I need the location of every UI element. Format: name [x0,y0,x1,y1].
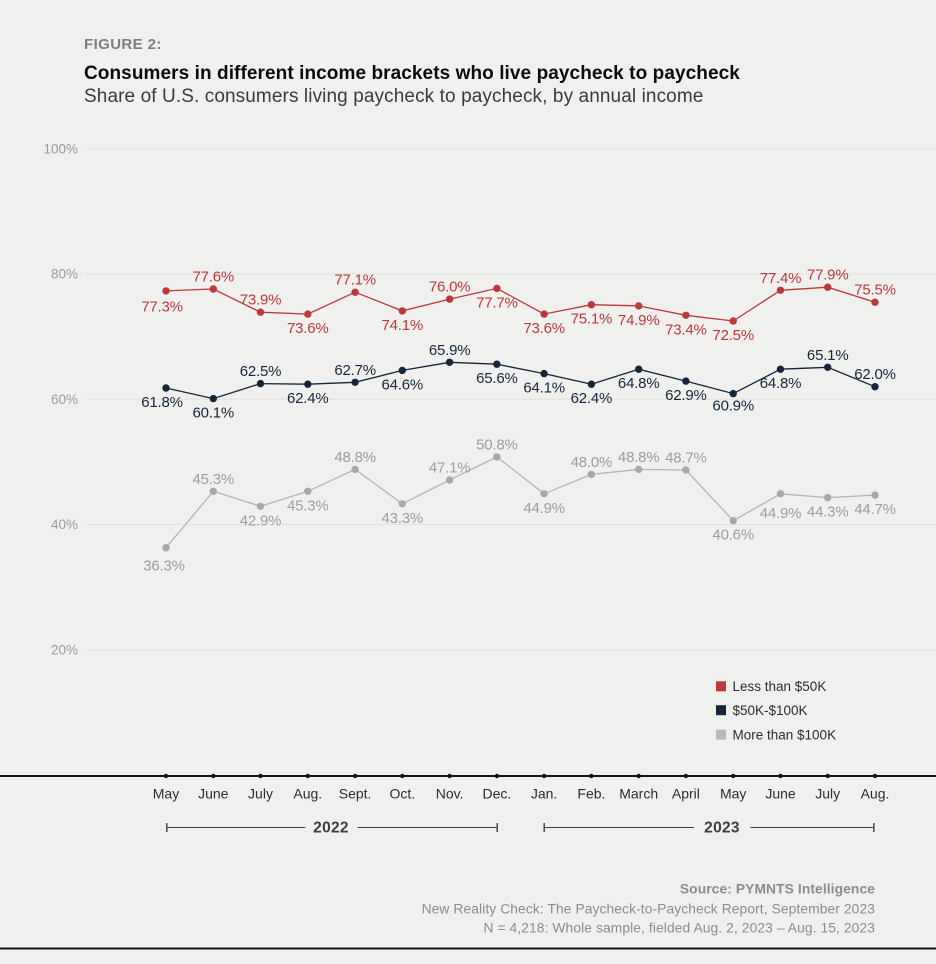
svg-text:New Reality Check: The Paychec: New Reality Check: The Paycheck-to-Paych… [422,902,876,917]
svg-text:73.6%: 73.6% [287,320,329,337]
svg-text:FIGURE 2:: FIGURE 2: [84,36,162,53]
svg-text:73.9%: 73.9% [240,292,282,309]
svg-text:80%: 80% [51,267,78,282]
svg-text:Share of U.S. consumers living: Share of U.S. consumers living paycheck … [84,86,703,107]
svg-text:$50K-$100K: $50K-$100K [733,703,808,718]
svg-text:Jan.: Jan. [531,786,557,802]
svg-text:62.9%: 62.9% [665,387,707,404]
svg-text:40.6%: 40.6% [712,527,754,544]
svg-text:44.3%: 44.3% [807,504,849,521]
svg-text:May: May [153,786,179,802]
svg-text:62.4%: 62.4% [287,390,329,407]
svg-text:Source: PYMNTS Intelligence: Source: PYMNTS Intelligence [680,882,875,897]
svg-text:77.1%: 77.1% [334,272,376,289]
svg-text:48.8%: 48.8% [618,449,660,466]
svg-text:50.8%: 50.8% [476,436,518,453]
svg-text:More than $100K: More than $100K [733,727,837,742]
svg-text:77.4%: 77.4% [760,270,802,287]
svg-text:July: July [815,786,840,802]
svg-text:June: June [765,786,796,802]
svg-text:65.6%: 65.6% [476,370,518,387]
svg-text:44.9%: 44.9% [523,500,565,517]
svg-text:72.5%: 72.5% [712,327,754,344]
svg-text:60.1%: 60.1% [193,405,235,422]
svg-text:45.3%: 45.3% [193,471,235,488]
svg-text:47.1%: 47.1% [429,460,471,477]
svg-text:44.9%: 44.9% [760,505,802,522]
svg-text:48.7%: 48.7% [665,450,707,467]
svg-text:48.8%: 48.8% [334,449,376,466]
svg-text:2023: 2023 [704,820,740,837]
svg-text:April: April [672,786,700,802]
svg-text:42.9%: 42.9% [240,512,282,529]
svg-text:62.4%: 62.4% [571,390,613,407]
svg-text:64.6%: 64.6% [382,376,424,393]
svg-text:64.8%: 64.8% [760,375,802,392]
svg-text:43.3%: 43.3% [382,510,424,527]
svg-text:Consumers in different income: Consumers in different income brackets w… [84,63,740,84]
svg-text:76.0%: 76.0% [429,279,471,296]
svg-text:74.1%: 74.1% [382,317,424,334]
svg-text:40%: 40% [51,517,78,532]
svg-text:N = 4,218: Whole sample, field: N = 4,218: Whole sample, fielded Aug. 2,… [483,921,875,936]
svg-text:Sept.: Sept. [339,786,372,802]
svg-text:36.3%: 36.3% [143,558,185,575]
svg-text:62.7%: 62.7% [334,362,376,379]
svg-text:44.7%: 44.7% [854,501,896,518]
svg-text:77.3%: 77.3% [141,298,183,315]
svg-text:73.6%: 73.6% [523,320,565,337]
svg-text:77.6%: 77.6% [193,269,235,286]
svg-text:Dec.: Dec. [483,786,512,802]
svg-text:Feb.: Feb. [577,786,605,802]
svg-text:May: May [720,786,746,802]
svg-text:65.1%: 65.1% [807,347,849,364]
svg-text:Oct.: Oct. [389,786,415,802]
svg-text:100%: 100% [43,141,78,156]
svg-text:62.5%: 62.5% [240,363,282,380]
svg-text:64.8%: 64.8% [618,375,660,392]
svg-text:July: July [248,786,273,802]
svg-text:Aug.: Aug. [293,786,322,802]
svg-text:2022: 2022 [313,820,349,837]
svg-text:74.9%: 74.9% [618,312,660,329]
svg-text:65.9%: 65.9% [429,342,471,359]
svg-text:77.9%: 77.9% [807,267,849,284]
svg-text:73.4%: 73.4% [665,321,707,338]
svg-text:March: March [619,786,658,802]
svg-text:48.0%: 48.0% [571,454,613,471]
svg-text:20%: 20% [51,643,78,658]
svg-text:60%: 60% [51,392,78,407]
svg-text:45.3%: 45.3% [287,497,329,514]
svg-text:Less than $50K: Less than $50K [733,679,827,694]
svg-text:June: June [198,786,229,802]
svg-text:75.5%: 75.5% [854,282,896,299]
svg-text:61.8%: 61.8% [141,394,183,411]
svg-text:60.9%: 60.9% [712,398,754,415]
svg-text:Aug.: Aug. [861,786,890,802]
svg-text:62.0%: 62.0% [854,366,896,383]
svg-text:Nov.: Nov. [436,786,464,802]
svg-text:77.7%: 77.7% [476,294,518,311]
svg-text:64.1%: 64.1% [523,380,565,397]
svg-text:75.1%: 75.1% [571,311,613,328]
